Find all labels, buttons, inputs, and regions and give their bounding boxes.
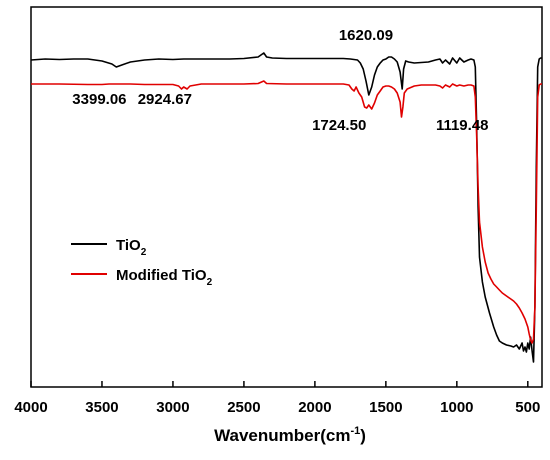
x-tick-label-4000: 4000 — [14, 399, 47, 416]
legend-label-modified-tio2: Modified TiO2 — [116, 267, 213, 288]
series-line-modified-tio2 — [31, 80, 542, 344]
plot-frame — [30, 6, 543, 388]
x-axis-ticks — [30, 381, 529, 387]
x-tick-label-2000: 2000 — [298, 399, 331, 416]
x-tick-label-1000: 1000 — [440, 399, 473, 416]
series-layer — [30, 52, 542, 363]
x-tick-label-2500: 2500 — [227, 399, 260, 416]
annotation-1620: 1620.09 — [339, 27, 393, 44]
series-line-tio2 — [30, 52, 542, 363]
x-tick-label-3000: 3000 — [156, 399, 189, 416]
annotation-1724: 1724.50 — [312, 117, 366, 134]
legend-label-tio2: TiO2 — [116, 237, 147, 258]
x-tick-label-500: 500 — [515, 399, 540, 416]
x-axis-label: Wavenumber(cm-1) — [214, 425, 366, 445]
x-tick-label-1500: 1500 — [369, 399, 402, 416]
x-tick-label-3500: 3500 — [85, 399, 118, 416]
annotation-2924: 2924.67 — [138, 91, 192, 108]
annotation-1119: 1119.48 — [436, 117, 489, 134]
x-axis-tick-labels: 4000 3500 3000 2500 2000 1500 1000 500 — [14, 399, 540, 416]
annotation-3399: 3399.06 — [72, 91, 126, 108]
legend: TiO2 Modified TiO2 — [71, 237, 213, 288]
